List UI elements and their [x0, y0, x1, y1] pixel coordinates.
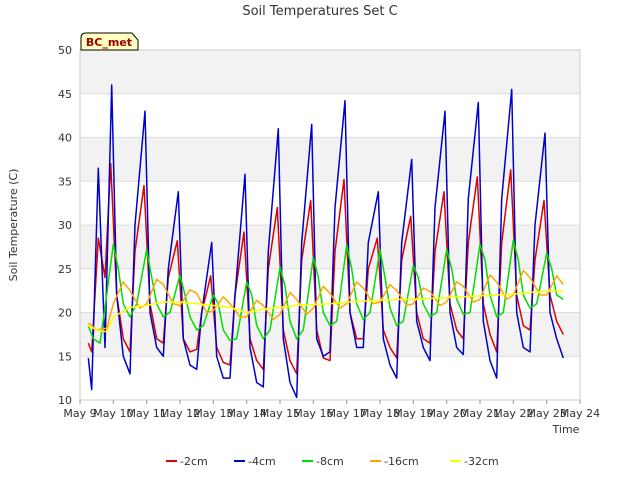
x-tick-label: May 9 — [63, 407, 96, 420]
badge-box — [80, 32, 139, 51]
legend: -2cm -4cm -8cm -16cm -32cm — [166, 455, 499, 468]
legend-item: -32cm — [450, 455, 499, 468]
x-tick-label: May 21 — [460, 407, 500, 420]
x-tick-label: May 19 — [393, 407, 433, 420]
x-tick-label: May 12 — [160, 407, 200, 420]
x-tick-label: May 22 — [493, 407, 533, 420]
x-tick-label: May 17 — [327, 407, 367, 420]
grid — [80, 49, 580, 401]
y-axis-title: Soil Temperature (C) — [7, 169, 20, 282]
x-tick-label: May 15 — [260, 407, 300, 420]
legend-label: -4cm — [248, 455, 276, 468]
series-line-minus-4cm — [87, 84, 565, 399]
x-tick-label: May 23 — [527, 407, 567, 420]
legend-label: -16cm — [384, 455, 419, 468]
x-tick-label: May 20 — [427, 407, 467, 420]
y-tick-label: 10 — [58, 394, 72, 407]
legend-item: -4cm — [234, 455, 276, 468]
grid-band — [80, 137, 580, 182]
x-tick-label: May 13 — [193, 407, 233, 420]
series-line-minus-8cm — [87, 239, 564, 344]
legend-item: -16cm — [370, 455, 419, 468]
grid-band — [80, 225, 580, 269]
station-badge: BC_met — [80, 32, 139, 51]
legend-label: -2cm — [180, 455, 208, 468]
x-tick-label: May 24 — [560, 407, 600, 420]
y-tick-label: 50 — [58, 44, 72, 57]
legend-item: -8cm — [302, 455, 344, 468]
x-tick-label: May 14 — [227, 407, 267, 420]
x-tick-label: May 10 — [93, 407, 133, 420]
series-line-minus-32cm — [87, 289, 564, 333]
series-line-minus-16cm — [87, 269, 564, 331]
y-tick-label: 35 — [58, 175, 72, 188]
y-tick-label: 15 — [58, 350, 72, 363]
x-tick-label: May 16 — [293, 407, 333, 420]
legend-item: -2cm — [166, 455, 208, 468]
y-tick-label: 45 — [58, 88, 72, 101]
legend-label: -32cm — [464, 455, 499, 468]
x-tick-label: May 11 — [127, 407, 167, 420]
badge-label: BC_met — [86, 36, 132, 49]
series-layer — [87, 84, 565, 399]
x-tick-label: May 18 — [360, 407, 400, 420]
x-axis-title: Time — [552, 423, 580, 436]
y-tick-label: 30 — [58, 219, 72, 232]
y-tick-label: 40 — [58, 132, 72, 145]
legend-label: -8cm — [316, 455, 344, 468]
y-tick-label: 25 — [58, 263, 72, 276]
plot-border — [79, 49, 581, 401]
y-tick-label: 20 — [58, 307, 72, 320]
chart-title: Soil Temperatures Set C — [242, 4, 397, 19]
grid-band — [80, 50, 580, 94]
